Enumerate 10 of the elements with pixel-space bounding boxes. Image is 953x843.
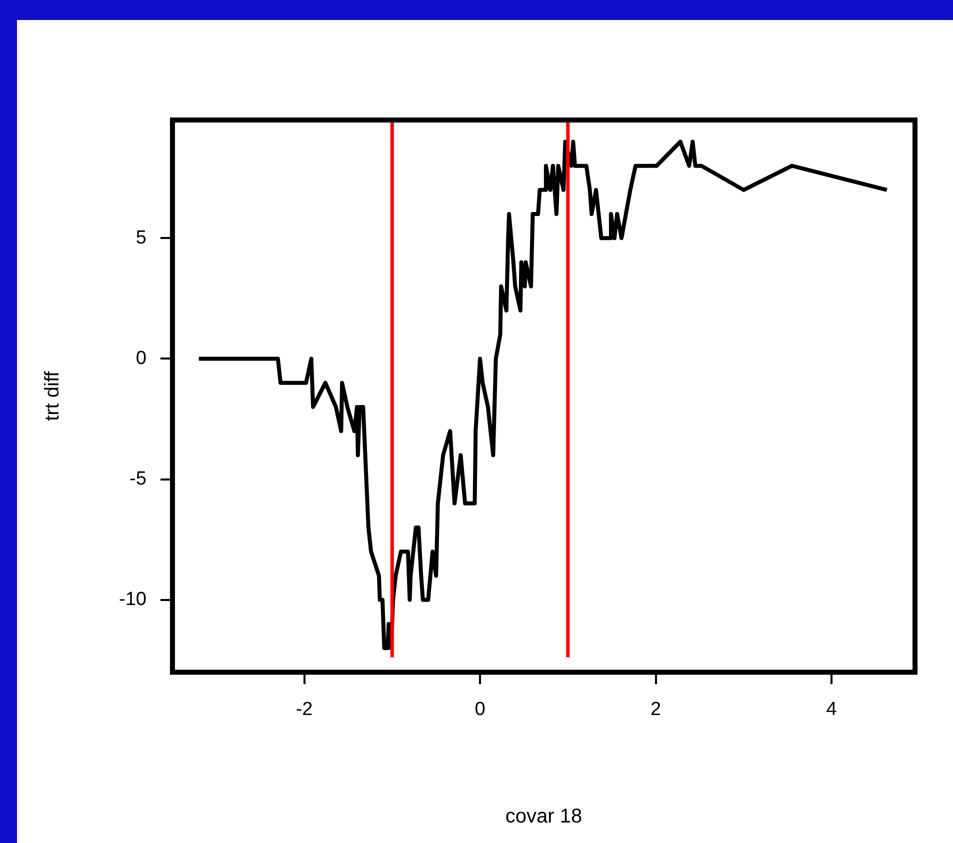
y-tick-label: 5: [136, 227, 146, 248]
x-tick-label: 2: [650, 698, 662, 720]
y-tick-label: 0: [136, 348, 146, 369]
x-axis-title: covar 18: [505, 806, 582, 828]
x-tick-label: 0: [474, 698, 486, 720]
y-axis-title: trt diff: [42, 370, 64, 421]
x-tick-label: -2: [296, 698, 313, 720]
y-tick-label: -10: [118, 589, 146, 610]
x-tick-label: 4: [826, 698, 838, 720]
y-tick-label: -5: [130, 468, 146, 490]
